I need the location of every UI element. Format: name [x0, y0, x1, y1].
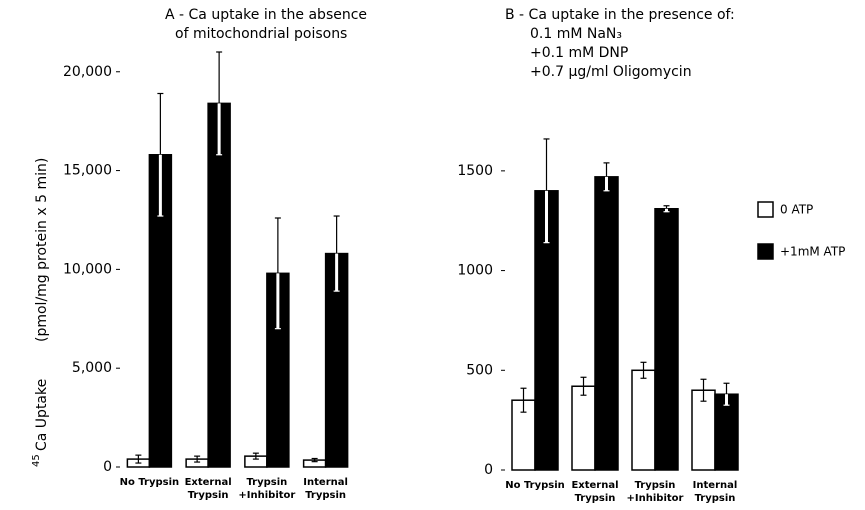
error-bar [640, 361, 647, 379]
x-tick-label: +Inhibitor [627, 493, 684, 504]
bar [631, 369, 656, 471]
x-tick-label: Trypsin [635, 480, 676, 491]
error-bar [663, 205, 670, 213]
y-tick-label: 0 [103, 459, 112, 475]
error-bar [157, 92, 164, 217]
y-tick-label: 1000 [457, 263, 493, 279]
x-tick-label: Internal [303, 477, 348, 488]
error-bar [311, 457, 318, 463]
error-bar [603, 162, 610, 192]
bar [654, 207, 679, 471]
bar [594, 176, 619, 471]
error-bar [700, 378, 707, 402]
chart-title: +0.7 μg/ml Oligomycin [530, 64, 692, 80]
error-bar [194, 455, 201, 463]
y-tick-label: 20,000 [63, 64, 112, 80]
x-tick-label: No Trypsin [120, 477, 180, 488]
x-tick-label: Trypsin [575, 493, 616, 504]
y-tick-label: 10,000 [63, 261, 112, 277]
y-tick-label: 500 [466, 362, 493, 378]
bar [691, 389, 716, 471]
bar [207, 102, 231, 468]
x-tick-label: Internal [693, 480, 738, 491]
y-axis-label: 45 Ca Uptake (pmol/mg protein x 5 min) [31, 158, 50, 467]
legend-swatch [757, 201, 774, 218]
chart-title: 0.1 mM NaN₃ [530, 26, 622, 42]
legend-label: +1mM ATP [780, 245, 845, 259]
error-bar [543, 138, 550, 244]
x-tick-label: Trypsin [305, 490, 346, 501]
legend-label: 0 ATP [780, 203, 813, 217]
x-tick-label: Trypsin [246, 477, 287, 488]
x-tick-label: +Inhibitor [238, 490, 295, 501]
error-bar [252, 452, 259, 460]
chart-title: +0.1 mM DNP [530, 45, 628, 61]
x-tick-label: No Trypsin [505, 480, 565, 491]
x-tick-label: Trypsin [695, 493, 736, 504]
y-tick-label: 1500 [457, 163, 493, 179]
x-tick-label: External [571, 480, 618, 491]
y-label: Ca Uptake [34, 379, 50, 451]
y-label-isotope: 45 [31, 454, 42, 467]
error-bar [520, 387, 527, 413]
error-bar [274, 217, 281, 330]
bar [571, 385, 596, 471]
y-tick-label: 15,000 [63, 163, 112, 179]
y-tick-label: 0 [484, 462, 493, 478]
error-bar [135, 454, 142, 464]
x-tick-label: External [185, 477, 232, 488]
x-tick-label: Trypsin [188, 490, 229, 501]
error-bar [723, 382, 730, 406]
legend-swatch [757, 243, 774, 260]
error-bar [580, 376, 587, 396]
chart-title: B - Ca uptake in the presence of: [505, 7, 735, 23]
y-tick-label: 5,000 [72, 360, 112, 376]
chart-title: A - Ca uptake in the absence [165, 7, 367, 23]
error-bar [216, 51, 223, 156]
error-bar [333, 215, 340, 292]
y-label-units: (pmol/mg protein x 5 min) [34, 158, 50, 342]
chart-title: of mitochondrial poisons [175, 26, 347, 42]
